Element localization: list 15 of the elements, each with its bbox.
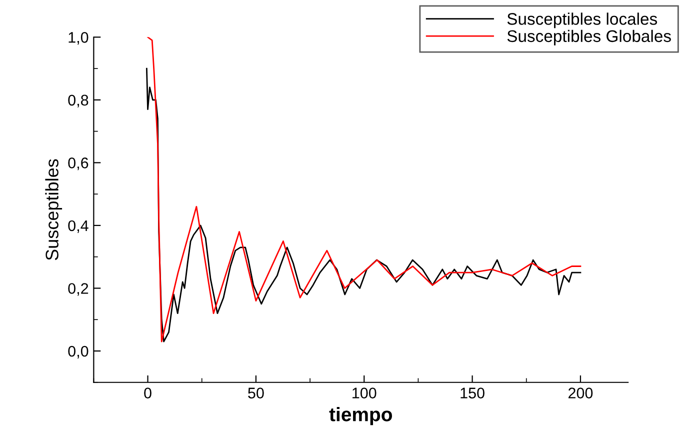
x-axis-title: tiempo bbox=[329, 407, 392, 426]
x-tick-label: 0 bbox=[144, 388, 152, 398]
legend-label: Susceptibles locales bbox=[507, 12, 658, 28]
x-tick-label: 150 bbox=[460, 388, 484, 398]
y-tick-label: 0,8 bbox=[68, 94, 88, 108]
x-tick-label: 200 bbox=[568, 388, 593, 398]
y-tick-label: 1,0 bbox=[68, 32, 88, 45]
x-tick-label: 100 bbox=[352, 388, 376, 398]
y-axis-title: Susceptibles bbox=[45, 159, 62, 260]
legend-label: Susceptibles Globales bbox=[507, 30, 671, 46]
y-tick-label: 0,4 bbox=[68, 220, 88, 233]
y-tick-label: 0,0 bbox=[68, 346, 88, 358]
x-tick-label: 50 bbox=[248, 388, 264, 398]
y-tick-label: 0,2 bbox=[68, 283, 88, 296]
y-tick-label: 0,6 bbox=[68, 158, 88, 170]
